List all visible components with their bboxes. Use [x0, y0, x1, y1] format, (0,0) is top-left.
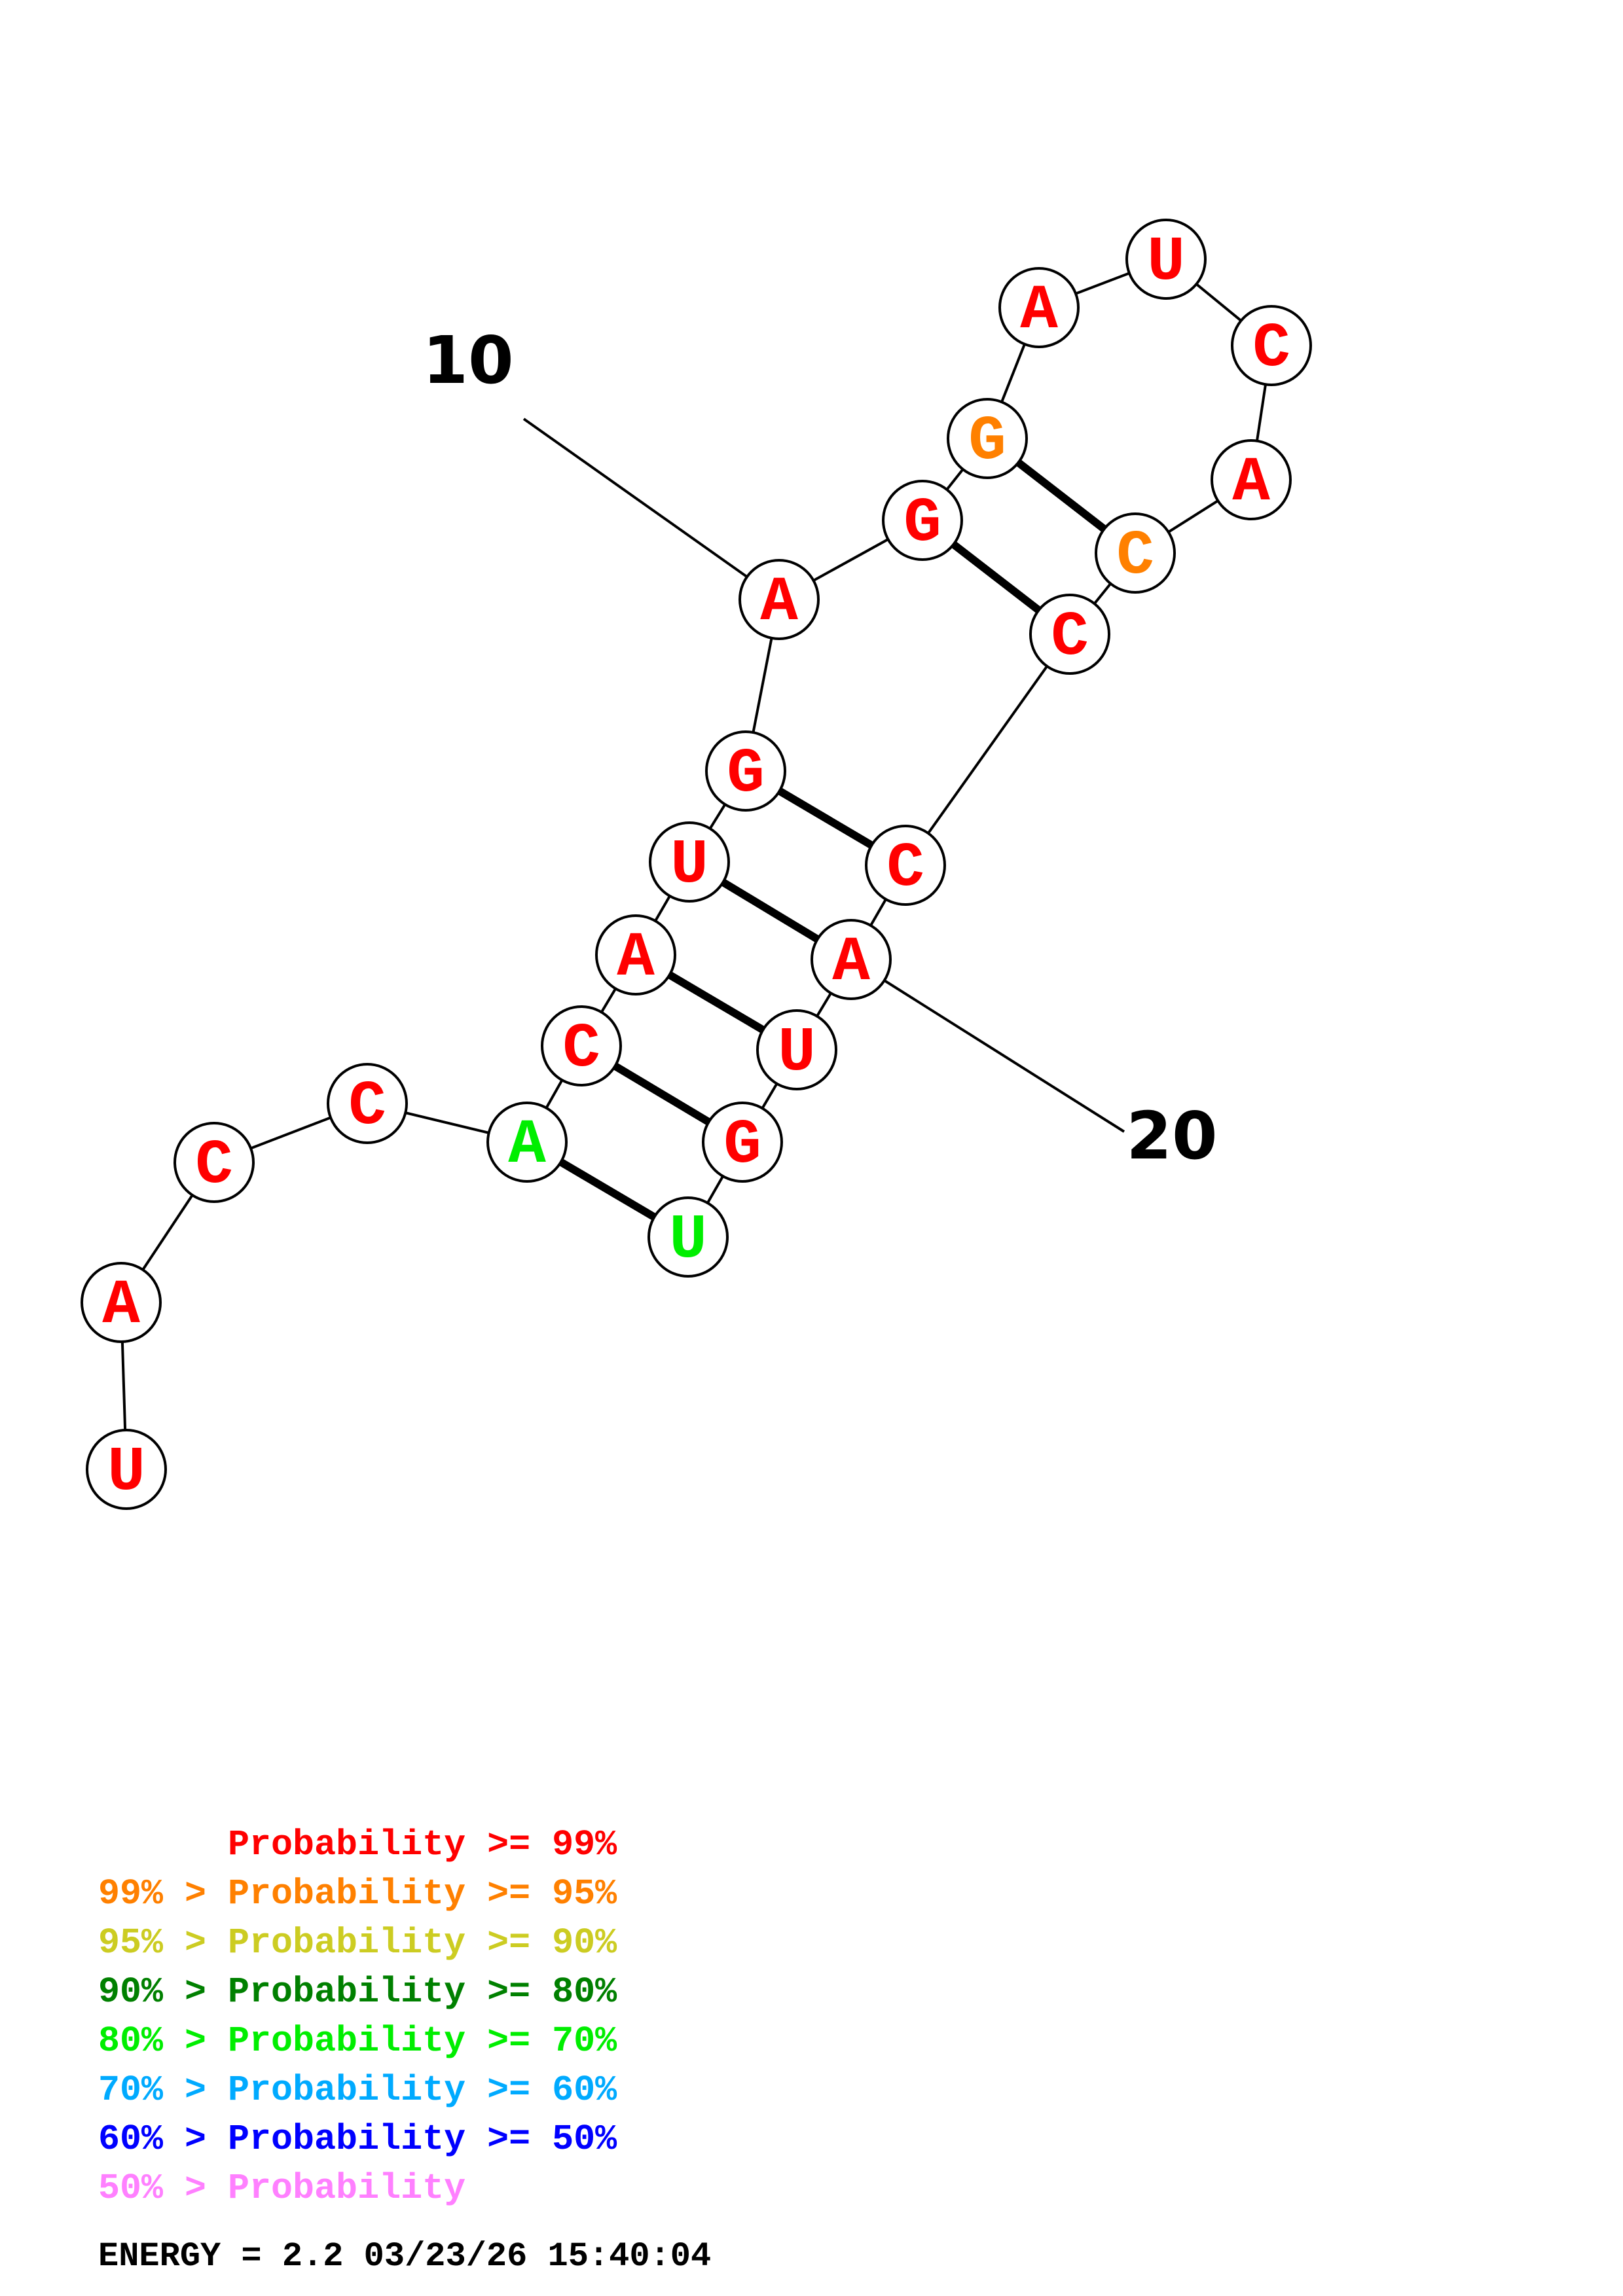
position-label-20: 20 — [1126, 1098, 1217, 1174]
nucleotide-circle — [541, 1005, 622, 1086]
nucleotide-base-letter: U — [670, 829, 708, 901]
nucleotide-base-letter: A — [1020, 275, 1058, 346]
nucleotide-circle — [647, 1196, 729, 1278]
nucleotide-12: G — [947, 398, 1028, 479]
nucleotide-6: C — [541, 1005, 622, 1086]
nucleotide-3: C — [173, 1122, 255, 1203]
nucleotide-circle — [81, 1262, 162, 1343]
legend-row-p80: 90% > Probability >= 80% — [98, 1971, 617, 2013]
nucleotide-14: U — [1125, 219, 1207, 300]
position-label-10: 10 — [422, 322, 513, 399]
base-pair-layer — [524, 435, 1138, 1241]
nucleotide-2: A — [81, 1262, 162, 1343]
nucleotide-base-letter: C — [1252, 313, 1290, 384]
nucleotide-base-letter: A — [508, 1109, 546, 1181]
nucleotide-base-letter: G — [727, 738, 765, 810]
nucleotide-circle — [327, 1063, 408, 1144]
nucleotide-15: C — [1231, 305, 1312, 386]
legend-row-p70: 80% > Probability >= 70% — [98, 2020, 617, 2062]
nucleotide-base-letter: A — [1232, 447, 1270, 518]
probability-legend: ENERGY = 2.2 03/23/26 15:40:04 Probabili… — [98, 1824, 711, 2276]
nucleotide-23: U — [647, 1196, 729, 1278]
nucleotide-20: A — [811, 919, 892, 1000]
legend-row-p95: 99% > Probability >= 95% — [98, 1873, 617, 1914]
nucleotide-circle — [947, 398, 1028, 479]
nucleotide-base-letter: A — [760, 567, 798, 638]
nucleotide-base-letter: G — [968, 406, 1006, 477]
nucleotide-circle — [649, 821, 730, 903]
nucleotide-circle — [1095, 512, 1176, 594]
nucleotide-7: A — [595, 914, 676, 996]
nucleotide-16: A — [1211, 439, 1292, 520]
nucleotide-base-letter: C — [1051, 601, 1089, 673]
nucleotide-base-letter: U — [669, 1204, 707, 1276]
nucleotide-circle — [739, 559, 820, 640]
nucleotide-22: G — [702, 1102, 783, 1183]
nucleotide-circle — [865, 825, 946, 906]
nucleotide-10: A — [739, 559, 820, 640]
nucleotide-circle — [1231, 305, 1312, 386]
nucleotide-base-letter: A — [617, 922, 655, 994]
nucleotide-13: A — [998, 267, 1080, 348]
nucleotide-base-letter: C — [195, 1130, 233, 1201]
position-label-leader — [522, 418, 780, 601]
legend-row-plow: 50% > Probability — [98, 2168, 465, 2209]
nucleotide-5: A — [486, 1102, 568, 1183]
nucleotide-base-letter: U — [107, 1437, 145, 1508]
nucleotide-circle — [173, 1122, 255, 1203]
nucleotide-circle — [702, 1102, 783, 1183]
nucleotide-base-letter: G — [903, 488, 941, 559]
legend-row-p50: 60% > Probability >= 50% — [98, 2119, 617, 2160]
nucleotide-21: U — [756, 1009, 837, 1090]
nucleotide-circle — [595, 914, 676, 996]
position-label-layer: 10 20 — [422, 322, 1217, 1174]
nucleotide-circle — [998, 267, 1080, 348]
nucleotide-19: C — [865, 825, 946, 906]
nucleotide-base-letter: G — [723, 1109, 761, 1181]
nucleotide-circle — [1211, 439, 1292, 520]
nucleotide-8: U — [649, 821, 730, 903]
nucleotide-base-letter: U — [778, 1017, 816, 1088]
nucleotide-circle — [86, 1429, 167, 1510]
legend-row-p60: 70% > Probability >= 60% — [98, 2070, 617, 2111]
nucleotide-circle — [1125, 219, 1207, 300]
nucleotide-11: G — [882, 480, 963, 561]
nucleotide-base-letter: A — [832, 927, 870, 998]
nucleotide-18: C — [1029, 594, 1110, 675]
nucleotide-circle — [486, 1102, 568, 1183]
nucleotide-base-letter: C — [1116, 520, 1154, 592]
nucleotide-17: C — [1095, 512, 1176, 594]
energy-line: ENERGY = 2.2 03/23/26 15:40:04 — [98, 2237, 711, 2276]
nucleotide-base-letter: A — [102, 1270, 140, 1341]
nucleotide-base-letter: C — [562, 1013, 600, 1085]
nucleotide-base-letter: C — [886, 833, 924, 904]
nucleotide-4: C — [327, 1063, 408, 1144]
legend-row-p90: 95% > Probability >= 90% — [98, 1922, 617, 1964]
nucleotide-circle — [1029, 594, 1110, 675]
nucleotide-base-letter: U — [1147, 226, 1185, 298]
nucleotide-1: U — [86, 1429, 167, 1510]
nucleotide-circle — [705, 730, 786, 812]
legend-row-p99: Probability >= 99% — [98, 1824, 617, 1865]
nucleotide-circle — [811, 919, 892, 1000]
nucleotide-circle — [882, 480, 963, 561]
backbone-link — [904, 633, 1071, 867]
nucleotide-9: G — [705, 730, 786, 812]
nucleotide-circle — [756, 1009, 837, 1090]
position-label-leader — [850, 958, 1125, 1133]
nucleotide-base-letter: C — [348, 1071, 386, 1142]
